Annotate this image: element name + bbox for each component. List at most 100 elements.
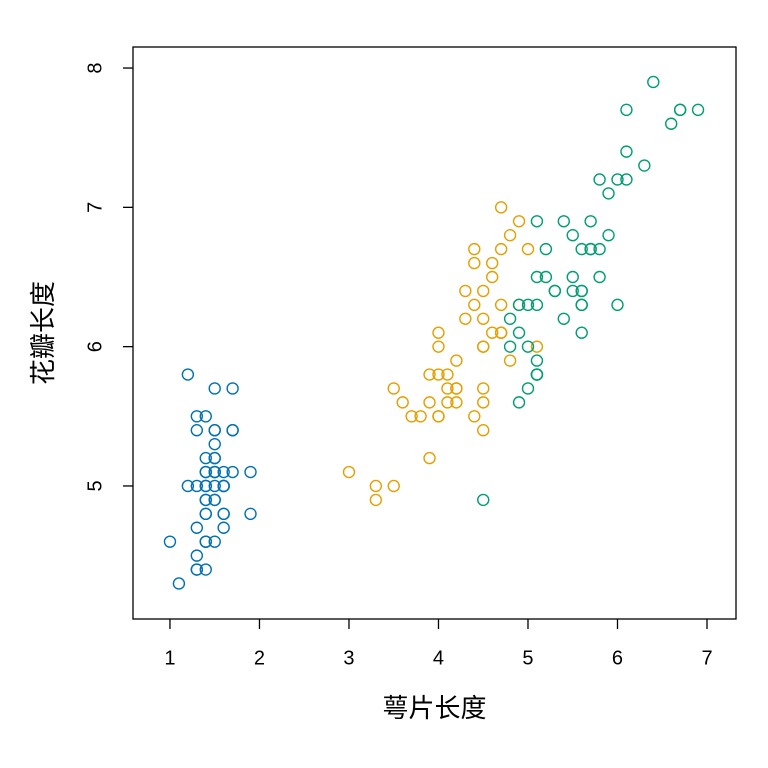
point (593, 242, 606, 256)
point (503, 229, 517, 242)
point (369, 493, 383, 507)
point (664, 117, 678, 130)
point (539, 270, 553, 284)
point (575, 326, 588, 339)
point (459, 312, 472, 325)
point (190, 479, 204, 493)
point (548, 284, 562, 298)
point (503, 312, 517, 325)
point (494, 242, 508, 256)
point (432, 326, 445, 339)
point (441, 396, 454, 409)
point (611, 173, 624, 186)
x-tick-label: 2 (254, 647, 265, 669)
point (199, 410, 212, 423)
point (208, 451, 221, 465)
point (244, 507, 257, 521)
point (441, 382, 454, 395)
point (566, 229, 579, 242)
point (432, 410, 445, 423)
point (530, 298, 544, 312)
point (691, 103, 705, 117)
point (557, 312, 570, 325)
point (208, 424, 221, 437)
point (181, 368, 195, 381)
point (512, 298, 526, 312)
point (494, 201, 508, 214)
point (199, 465, 212, 479)
point (405, 410, 418, 423)
point (208, 493, 221, 507)
point (494, 326, 508, 339)
point (521, 340, 535, 353)
point (494, 298, 508, 312)
point (172, 577, 186, 590)
point (190, 410, 204, 423)
point (387, 479, 400, 493)
point (369, 479, 383, 493)
point (387, 382, 400, 395)
point (477, 340, 490, 353)
point (602, 187, 615, 200)
point (450, 382, 463, 395)
point (575, 242, 588, 256)
point (163, 535, 177, 548)
point (477, 424, 490, 437)
y-tick-label: 6 (84, 341, 106, 352)
point (530, 368, 544, 381)
y-axis-label: 花瓣长度 (28, 281, 58, 385)
point (485, 270, 499, 284)
point (566, 270, 579, 284)
point (512, 215, 526, 228)
point (396, 396, 409, 409)
point (521, 242, 535, 256)
point (217, 465, 230, 479)
point (208, 437, 221, 451)
x-tick-label: 6 (612, 647, 623, 669)
point (503, 354, 517, 367)
point (199, 535, 212, 548)
point (530, 354, 544, 367)
plot-frame (132, 46, 737, 620)
point (414, 410, 427, 423)
point (432, 368, 445, 381)
point (530, 270, 544, 284)
point (539, 242, 553, 256)
point (584, 215, 597, 228)
point (530, 340, 544, 353)
point (512, 326, 526, 339)
point (199, 479, 212, 493)
point (441, 368, 454, 381)
point (208, 479, 221, 493)
x-tick-label: 4 (433, 647, 444, 669)
point (485, 256, 499, 270)
point (477, 312, 490, 325)
point (485, 326, 499, 339)
point (199, 507, 212, 521)
point (468, 242, 481, 256)
point (468, 256, 481, 270)
point (459, 284, 472, 298)
point (521, 382, 535, 395)
x-axis-label: 萼片长度 (382, 693, 486, 723)
point (450, 354, 463, 367)
y-tick-label: 5 (84, 480, 106, 491)
point (521, 298, 535, 312)
point (208, 465, 221, 479)
point (503, 340, 517, 353)
point (468, 298, 481, 312)
point (423, 368, 436, 381)
point (530, 215, 544, 228)
point (226, 424, 239, 437)
point (217, 507, 230, 521)
point (432, 340, 445, 353)
point (208, 382, 221, 395)
point (208, 535, 221, 548)
point (199, 451, 212, 465)
x-tick-label: 3 (343, 647, 354, 669)
point (181, 479, 195, 493)
point (620, 103, 633, 117)
x-tick-label: 1 (164, 647, 175, 669)
point (226, 465, 239, 479)
point (423, 396, 436, 409)
